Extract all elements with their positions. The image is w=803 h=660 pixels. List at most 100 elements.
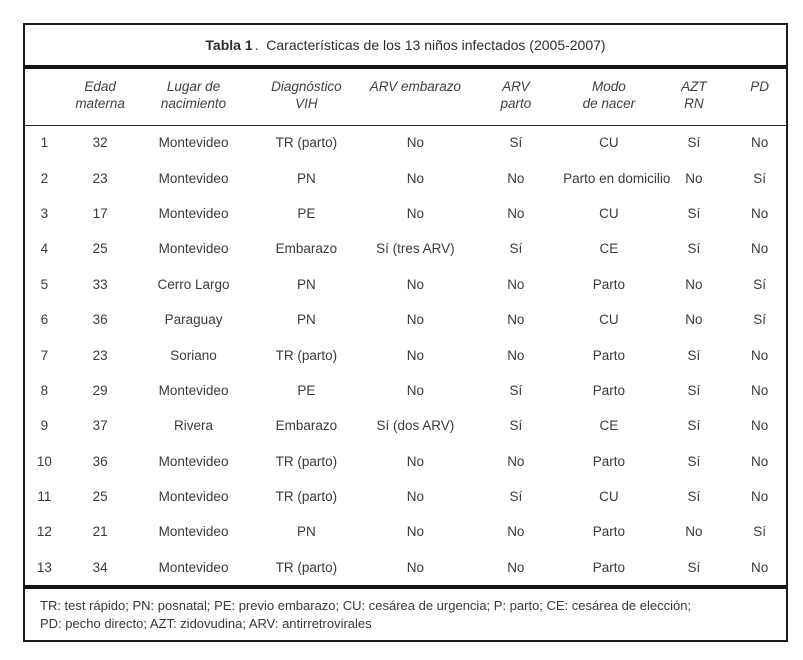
cell-pd: Sí [753,312,766,328]
table-row: 1 32 Montevideo TR (parto) No Sí CU Sí No [25,125,786,160]
cell-row-number: 9 [40,418,49,434]
cell-pd: No [750,382,769,398]
column-header-line1: ARV embarazo [369,79,461,94]
cell-arv-embarazo: No [406,559,424,575]
cell-modo-nacer: CU [599,312,619,328]
cell-edad-materna: 37 [92,418,108,434]
column-header-modo-nacer: Modo de nacer [563,69,655,125]
cell-azt-rn: Sí [687,205,701,221]
cell-azt-rn: Sí [687,489,701,505]
cell-modo-nacer: Parto [592,559,625,575]
cell-lugar-nacimiento: Cerro Largo [157,276,230,292]
cell-azt-rn: Sí [687,241,701,257]
cell-arv-parto: No [507,453,525,469]
cell-pd: Sí [753,276,766,292]
cell-pd: No [750,205,769,221]
cell-arv-parto: No [507,559,525,575]
column-header-line1: Modo [591,79,626,94]
cell-pd: No [750,135,769,151]
table-row: 12 21 Montevideo PN No No Parto No Sí [25,514,786,549]
cell-modo-nacer: Parto [592,524,625,540]
cell-lugar-nacimiento: Paraguay [164,312,223,328]
cell-arv-embarazo: No [406,135,424,151]
cell-pd: Sí [753,170,766,186]
cell-modo-nacer: Parto [592,347,625,363]
table-row: 5 33 Cerro Largo PN No No Parto No Sí [25,267,786,302]
cell-pd: No [750,489,769,505]
cell-modo-nacer: CU [599,205,619,221]
cell-arv-parto: No [507,276,525,292]
cell-lugar-nacimiento: Montevideo [158,453,229,469]
column-header-line1: PD [750,79,769,94]
cell-diagnostico-vih: TR (parto) [275,453,338,469]
table-row: 3 17 Montevideo PE No No CU Sí No [25,196,786,231]
cell-azt-rn: Sí [687,135,701,151]
cell-edad-materna: 17 [92,205,108,221]
cell-pd: No [750,559,769,575]
table-row: 11 25 Montevideo TR (parto) No Sí CU Sí No [25,479,786,514]
cell-diagnostico-vih: PN [297,312,316,328]
cell-arv-parto: No [507,312,525,328]
cell-lugar-nacimiento: Montevideo [158,170,229,186]
cell-lugar-nacimiento: Montevideo [158,524,229,540]
table-row: 9 37 Rivera Embarazo Sí (dos ARV) Sí CE Sí No [25,408,786,443]
column-header-pd: PD [733,69,786,125]
table-row: 13 34 Montevideo TR (parto) No No Parto Sí No [25,550,786,585]
cell-diagnostico-vih: PN [297,170,316,186]
cell-azt-rn: No [685,524,703,540]
cell-azt-rn: Sí [687,559,701,575]
cell-lugar-nacimiento: Montevideo [158,241,229,257]
cell-arv-parto: Sí [509,382,523,398]
cell-modo-nacer: Parto en domicilio [563,170,671,186]
cell-arv-embarazo: No [406,205,424,221]
cell-lugar-nacimiento: Montevideo [158,135,229,151]
column-header-line2: materna [75,96,125,111]
cell-azt-rn: Sí [687,347,701,363]
cell-row-number: 7 [40,347,49,363]
cell-diagnostico-vih: Embarazo [275,418,338,434]
cell-arv-embarazo: Sí (tres ARV) [376,241,455,257]
cell-diagnostico-vih: TR (parto) [275,559,338,575]
cell-edad-materna: 23 [92,170,108,186]
cell-modo-nacer: CE [599,241,619,257]
cell-modo-nacer: CU [599,489,619,505]
cell-diagnostico-vih: Embarazo [275,241,338,257]
cell-lugar-nacimiento: Rivera [174,418,214,434]
column-header-lugar-nacimiento: Lugar de nacimiento [136,69,250,125]
column-header-line2: VIH [295,96,318,111]
column-header-azt-rn: AZT RN [655,69,734,125]
cell-arv-embarazo: No [406,382,424,398]
cell-arv-parto: Sí [509,418,523,434]
cell-diagnostico-vih: PE [297,382,316,398]
cell-row-number: 4 [40,241,49,257]
cell-modo-nacer: Parto [592,453,625,469]
cell-lugar-nacimiento: Montevideo [158,559,229,575]
cell-edad-materna: 36 [92,312,108,328]
cell-arv-embarazo: No [406,453,424,469]
cell-pd: Sí [753,524,766,540]
footnote-line-1: TR: test rápido; PN: posnatal; PE: previ… [40,598,692,614]
cell-edad-materna: 21 [92,524,108,540]
infected-children-table: Edad materna Lugar de nacimiento Diagnóstico… [25,69,786,585]
cell-azt-rn: No [685,312,703,328]
cell-modo-nacer: CE [599,418,619,434]
cell-diagnostico-vih: PN [297,524,316,540]
column-header-line1: Edad [84,79,116,94]
table-row: 4 25 Montevideo Embarazo Sí (tres ARV) Sí CE Sí… [25,231,786,266]
cell-arv-parto: No [507,524,525,540]
cell-pd: No [750,418,769,434]
column-header-line1: Diagnóstico [271,79,342,94]
cell-edad-materna: 25 [92,241,108,257]
cell-row-number: 3 [40,205,49,221]
cell-arv-embarazo: No [406,170,424,186]
cell-arv-embarazo: No [406,312,424,328]
column-header-line1: AZT [681,79,707,94]
cell-edad-materna: 32 [92,135,108,151]
cell-row-number: 10 [36,453,52,469]
column-header-line2: de nacer [582,96,636,111]
cell-azt-rn: Sí [687,453,701,469]
table-1-container: Tabla 1. Características de los 13 niños… [23,23,788,642]
cell-edad-materna: 33 [92,276,108,292]
column-header-line2: nacimiento [160,96,227,111]
cell-arv-parto: No [507,170,525,186]
